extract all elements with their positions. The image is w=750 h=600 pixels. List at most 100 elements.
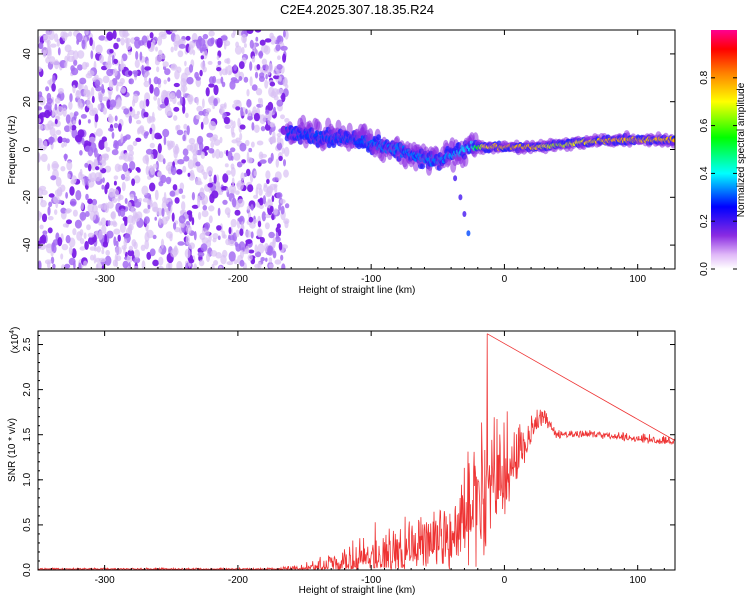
noise-blob [125, 38, 129, 49]
noise-blob [152, 201, 158, 212]
noise-blob [146, 251, 152, 260]
noise-blob [101, 249, 105, 255]
noise-blob [191, 204, 199, 209]
noise-blob [144, 73, 148, 83]
noise-blob [75, 190, 82, 201]
noise-blob [250, 231, 254, 239]
noise-blob [272, 250, 277, 259]
noise-blob [260, 257, 266, 262]
noise-blob [280, 45, 288, 51]
noise-blob [49, 56, 56, 65]
noise-blob [158, 247, 162, 254]
noise-blob [48, 30, 55, 41]
noise-blob [107, 220, 111, 226]
noise-blob [117, 234, 121, 242]
spectrogram-y-label: Frequency (Hz) [7, 116, 18, 185]
noise-blob [106, 230, 114, 239]
noise-blob [170, 249, 178, 258]
noise-blob [235, 106, 241, 111]
noise-blob [49, 43, 57, 48]
noise-blob [100, 217, 107, 227]
noise-blob [57, 237, 63, 247]
noise-blob [84, 175, 88, 186]
colorbar-tick-label: 0.8 [699, 70, 710, 84]
noise-blob [89, 254, 95, 261]
noise-blob [50, 175, 57, 181]
noise-blob [202, 66, 207, 73]
noise-blob [213, 98, 218, 107]
noise-blob [173, 82, 180, 88]
noise-blob [172, 95, 177, 105]
noise-blob [208, 83, 215, 88]
noise-blob [259, 159, 267, 164]
noise-blob [127, 144, 134, 152]
noise-blob [186, 125, 190, 136]
noise-blob [165, 216, 170, 222]
x-tick-label: -300 [95, 274, 115, 285]
snr-multiplier-base: (x10 [10, 333, 21, 353]
noise-blob [108, 127, 114, 132]
noise-blob [99, 54, 104, 64]
noise-blob [273, 208, 278, 216]
noise-blob [95, 85, 102, 92]
noise-blob [191, 217, 195, 226]
noise-blob [38, 185, 47, 191]
noise-blob [133, 241, 138, 250]
noise-blob [84, 145, 91, 152]
noise-blob [219, 265, 223, 269]
noise-blob [72, 120, 77, 125]
noise-blob [246, 30, 254, 34]
noise-blob [91, 95, 95, 104]
noise-blob [257, 261, 262, 269]
noise-blob [135, 137, 142, 142]
noise-blob [160, 174, 167, 184]
noise-blob [246, 156, 253, 164]
noise-blob [166, 263, 171, 269]
noise-blob [85, 30, 89, 36]
noise-blob [38, 118, 42, 124]
noise-blob [79, 211, 87, 221]
noise-blob [241, 159, 247, 164]
noise-blob [177, 159, 185, 165]
noise-blob [268, 263, 274, 269]
noise-blob [249, 61, 253, 71]
noise-blob [246, 89, 250, 97]
noise-blob [160, 238, 165, 249]
noise-blob [101, 84, 105, 93]
noise-blob [120, 133, 124, 144]
noise-blob [47, 163, 51, 172]
noise-blob [224, 207, 231, 216]
noise-blob [133, 175, 141, 184]
noise-blob [114, 246, 122, 255]
noise-blob [150, 166, 156, 176]
noise-blob [255, 88, 263, 96]
ridge-mark [376, 134, 382, 141]
noise-blob [51, 83, 56, 92]
noise-blob [200, 151, 206, 159]
noise-blob [188, 64, 194, 73]
noise-blob [129, 150, 134, 157]
noise-blob [259, 72, 265, 79]
noise-blob [196, 96, 199, 106]
noise-blob [197, 251, 205, 257]
noise-blob [220, 76, 224, 84]
noise-blob [231, 177, 235, 186]
noise-blob [182, 165, 187, 173]
snr-multiplier-close: ) [10, 327, 21, 330]
trail-point [458, 194, 463, 201]
noise-blob [102, 241, 109, 248]
noise-blob [263, 45, 271, 55]
noise-blob [217, 207, 221, 217]
ridge-glow [315, 121, 322, 134]
noise-blob [69, 123, 73, 133]
noise-blob [253, 112, 260, 122]
noise-blob [128, 223, 134, 231]
noise-blob [206, 166, 213, 176]
noise-blob [174, 69, 180, 80]
noise-blob [81, 39, 86, 50]
noise-blob [167, 77, 171, 82]
noise-blob [176, 129, 184, 136]
noise-blob [154, 216, 157, 221]
noise-blob [207, 60, 213, 65]
noise-blob [60, 253, 64, 260]
